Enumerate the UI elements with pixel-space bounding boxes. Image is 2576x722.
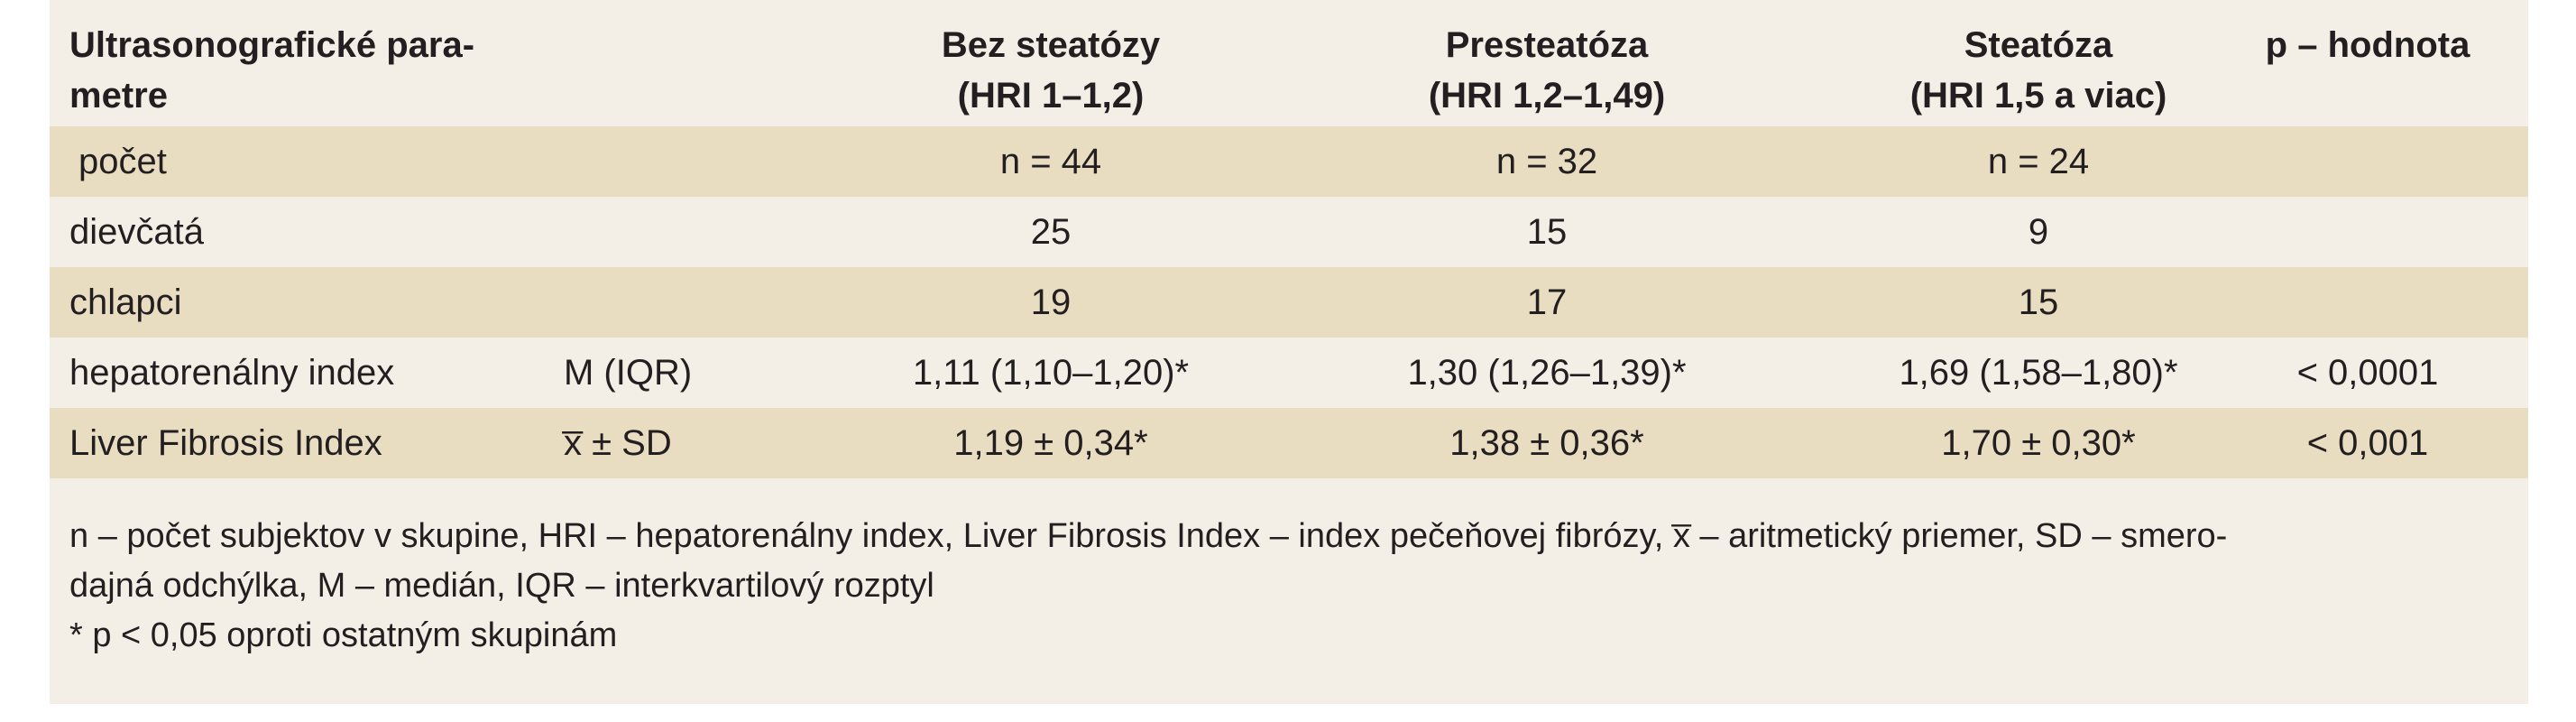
header-parameters-line2: metre [69, 76, 168, 116]
row-value-presteatosis: 17 [1526, 282, 1568, 322]
header-no-steatosis: Bez steatózy (HRI 1–1,2) [798, 20, 1303, 121]
table-row-hepatorenal-index: hepatorenálny index M (IQR) 1,11 (1,10–1… [50, 338, 2528, 408]
row-value-no-steatosis: 1,19 ± 0,34* [953, 422, 1148, 463]
table-row-girls: dievčatá 25 15 9 [50, 197, 2528, 267]
footnote-abbreviations-line2: dajná odchýlka, M – medián, IQR – interk… [69, 567, 934, 605]
row-value-presteatosis: 15 [1526, 211, 1568, 252]
table-row-liver-fibrosis-index: Liver Fibrosis Index x̅ ± SD 1,19 ± 0,34… [50, 408, 2528, 478]
row-stat [564, 126, 744, 197]
header-steatosis-line1: Steatóza [1964, 25, 2113, 65]
row-p-value [2223, 197, 2512, 267]
row-value-no-steatosis: 19 [1030, 282, 1072, 322]
row-label: Liver Fibrosis Index [69, 422, 382, 463]
row-value-presteatosis: 1,38 ± 0,36* [1449, 422, 1644, 463]
row-p-value [2223, 126, 2512, 197]
header-parameters: Ultrasonografické para- metre [69, 20, 538, 121]
header-steatosis-line2: (HRI 1,5 a viac) [1909, 76, 2167, 116]
row-value-steatosis: 1,69 (1,58–1,80)* [1899, 352, 2178, 393]
footnote-abbreviations-line1: n – počet subjektov v skupine, HRI – hep… [69, 517, 2228, 555]
header-p-value-label: p – hodnota [2265, 25, 2470, 65]
row-value-steatosis: 1,70 ± 0,30* [1941, 422, 2136, 463]
row-stat [564, 197, 744, 267]
row-label: chlapci [69, 282, 182, 322]
header-presteatosis-line2: (HRI 1,2–1,49) [1428, 76, 1666, 116]
row-value-no-steatosis: 1,11 (1,10–1,20)* [912, 352, 1190, 393]
row-label: dievčatá [69, 211, 204, 252]
table-header: Ultrasonografické para- metre Bez steató… [50, 0, 2528, 126]
table-row-count: počet n = 44 n = 32 n = 24 [50, 126, 2528, 197]
header-steatosis: Steatóza (HRI 1,5 a viac) [1786, 20, 2291, 121]
table-footnotes: n – počet subjektov v skupine, HRI – hep… [69, 512, 2505, 661]
header-parameters-line1: Ultrasonografické para- [69, 25, 475, 65]
header-no-steatosis-line1: Bez steatózy [941, 25, 1161, 65]
row-value-presteatosis: 1,30 (1,26–1,39)* [1407, 352, 1687, 393]
row-stat: x̅ ± SD [564, 422, 672, 463]
header-presteatosis: Presteatóza (HRI 1,2–1,49) [1294, 20, 1799, 121]
row-value-presteatosis: n = 32 [1495, 141, 1598, 181]
row-p-value: < 0,0001 [2296, 352, 2439, 393]
header-presteatosis-line1: Presteatóza [1445, 25, 1649, 65]
row-value-no-steatosis: n = 44 [999, 141, 1102, 181]
row-value-no-steatosis: 25 [1030, 211, 1072, 252]
row-p-value: < 0,001 [2306, 422, 2429, 463]
row-label: počet [78, 141, 167, 181]
header-p-value: p – hodnota [2223, 20, 2512, 70]
table-panel: Ultrasonografické para- metre Bez steató… [50, 0, 2528, 704]
row-value-steatosis: 15 [2018, 282, 2059, 322]
table-row-boys: chlapci 19 17 15 [50, 267, 2528, 338]
row-value-steatosis: 9 [2028, 211, 2049, 252]
row-p-value [2223, 267, 2512, 338]
row-value-steatosis: n = 24 [1987, 141, 2090, 181]
header-no-steatosis-line2: (HRI 1–1,2) [957, 76, 1145, 116]
row-stat [564, 267, 744, 338]
row-label: hepatorenálny index [69, 352, 395, 393]
footnote-significance: * p < 0,05 oproti ostatným skupinám [69, 616, 618, 654]
row-stat: M (IQR) [564, 352, 693, 393]
